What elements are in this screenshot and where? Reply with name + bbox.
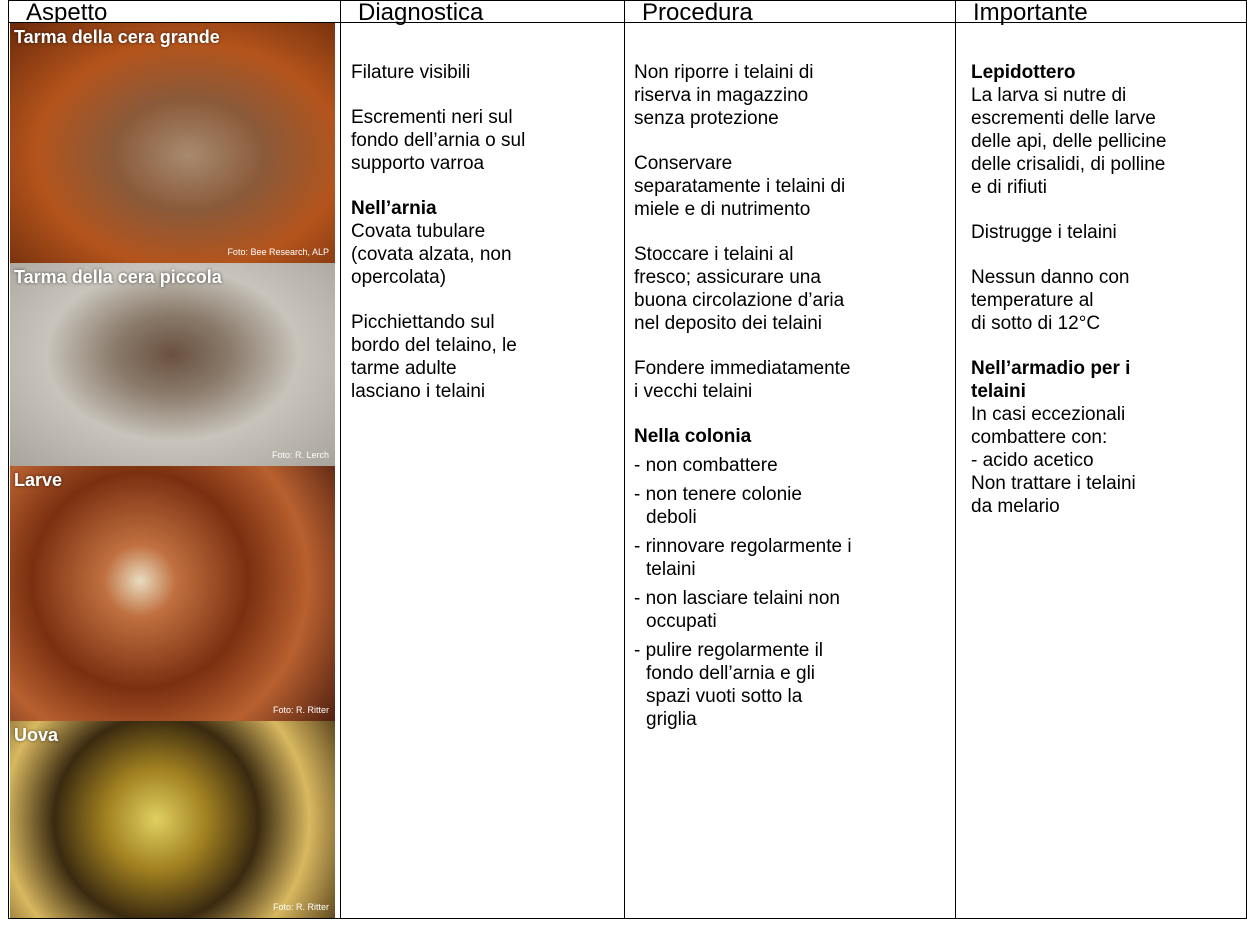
text-line: supporto varroa — [351, 153, 485, 174]
text-line: buona circolazione d’aria — [634, 290, 845, 311]
text-line: - non lasciare telaini non — [634, 588, 840, 609]
photo-caption: Tarma della cera piccola — [14, 267, 222, 287]
paragraph: Filature visibili — [351, 61, 621, 84]
text-line: di sotto di 12°C — [971, 313, 1101, 334]
header-cell: Aspetto — [26, 0, 108, 26]
paragraph: Nell’arnia Covata tubulare (covata alzata,… — [351, 197, 621, 289]
text-line: temperature al — [971, 290, 1094, 311]
border — [8, 918, 1247, 919]
text-line: bordo del telaino, le — [351, 335, 517, 356]
text-line: senza protezione — [634, 108, 779, 129]
text-line: griglia — [646, 709, 697, 730]
text-line: - rinnovare regolarmente i — [634, 536, 852, 557]
paragraph: Conservare separatamente i telaini di miel… — [634, 152, 952, 221]
text-line: fondo dell’arnia o sul — [351, 130, 526, 151]
text-line: - pulire regolarmente il — [634, 640, 824, 661]
text-line: Covata tubulare — [351, 221, 486, 242]
text-line: Stoccare i telaini al — [634, 244, 794, 265]
text-line: fresco; assicurare una — [634, 267, 821, 288]
text-line: - non combattere — [634, 455, 778, 476]
list-item: - non combattere — [634, 454, 952, 477]
paragraph: Picchiettando sul bordo del telaino, le ta… — [351, 311, 621, 403]
text-line: - acido acetico — [971, 450, 1094, 471]
text-line: Non riporre i telaini di — [634, 62, 814, 83]
text-line: Distrugge i telaini — [971, 222, 1117, 243]
text-line: Picchiettando sul — [351, 312, 495, 333]
border — [955, 0, 956, 919]
text-line: lasciano i telaini — [351, 381, 486, 402]
photo: Larve Foto: R. Ritter — [10, 466, 335, 721]
text-line: (covata alzata, non — [351, 244, 512, 265]
column: Non riporre i telaini di riserva in magaz… — [634, 61, 952, 753]
text-line: e di rifiuti — [971, 177, 1048, 198]
photo-caption: Larve — [14, 470, 63, 490]
list-item: - non lasciare telaini non occupati — [634, 587, 952, 633]
photo-credit: Foto: R. Lerch — [271, 450, 329, 460]
photo-credit: Foto: R. Ritter — [272, 902, 329, 912]
text-line: Escrementi neri sul — [351, 107, 513, 128]
bold-line: Lepidottero — [971, 62, 1076, 83]
bold-line: Nell’arnia — [351, 198, 437, 219]
border — [340, 0, 341, 919]
list-item: - pulire regolarmente il fondo dell’arnia… — [634, 639, 952, 731]
photo-credit: Foto: Bee Research, ALP — [227, 247, 329, 257]
text-line: - non tenere colonie — [634, 484, 802, 505]
text-line: riserva in magazzino — [634, 85, 809, 106]
header-cell: Diagnostica — [358, 0, 484, 26]
column: Lepidottero La larva si nutre di escrement… — [971, 61, 1246, 540]
photo-credit: Foto: R. Ritter — [272, 705, 329, 715]
text-line: separatamente i telaini di — [634, 176, 846, 197]
text-line: spazi vuoti sotto la — [646, 686, 803, 707]
paragraph: Escrementi neri sul fondo dell’arnia o su… — [351, 106, 621, 175]
text-line: delle crisalidi, di polline — [971, 154, 1166, 175]
column: Filature visibili Escrementi neri sul fond… — [351, 61, 621, 425]
text-line: Filature visibili — [351, 62, 471, 83]
text-line: miele e di nutrimento — [634, 199, 811, 220]
text-line: occupati — [646, 611, 717, 632]
text-line: combattere con: — [971, 427, 1108, 448]
paragraph: Fondere immediatamente i vecchi telaini — [634, 357, 952, 403]
border — [8, 0, 1247, 1]
paragraph: Non riporre i telaini di riserva in magaz… — [634, 61, 952, 130]
paragraph: Nell’armadio per i telaini In casi eccezio… — [971, 357, 1246, 518]
bold-line: Nell’armadio per i — [971, 358, 1131, 379]
text-line: Fondere immediatamente — [634, 358, 851, 379]
photo: Tarma della cera piccola Foto: R. Lerch — [10, 263, 335, 466]
paragraph: Nessun danno con temperature al di sotto d… — [971, 266, 1246, 335]
text-line: deboli — [646, 507, 697, 528]
photo-caption: Tarma della cera grande — [14, 27, 220, 47]
text-line: In casi eccezionali — [971, 404, 1126, 425]
photo-caption: Uova — [14, 725, 59, 745]
text-line: delle api, delle pellicine — [971, 131, 1167, 152]
photo: Tarma della cera grande Foto: Bee Resear… — [10, 23, 335, 263]
photo: Uova Foto: R. Ritter — [10, 721, 335, 918]
text-line: Non trattare i telaini — [971, 473, 1136, 494]
list-item: - non tenere colonie deboli — [634, 483, 952, 529]
bold-line: telaini — [971, 381, 1026, 402]
text-line: opercolata) — [351, 267, 447, 288]
list-item: - rinnovare regolarmente i telaini — [634, 535, 952, 581]
border — [624, 0, 625, 919]
paragraph: Lepidottero La larva si nutre di escrement… — [971, 61, 1246, 199]
text-line: tarme adulte — [351, 358, 457, 379]
text-line: Conservare — [634, 153, 733, 174]
text-line: i vecchi telaini — [634, 381, 753, 402]
header-cell: Importante — [973, 0, 1088, 26]
text-line: da melario — [971, 496, 1060, 517]
border — [8, 22, 1247, 23]
paragraph: Nella colonia - non combattere - non tener… — [634, 425, 952, 731]
border — [8, 0, 9, 919]
text-line: escrementi delle larve — [971, 108, 1156, 129]
text-line: nel deposito dei telaini — [634, 313, 823, 334]
paragraph: Stoccare i telaini al fresco; assicurare … — [634, 243, 952, 335]
text-line: telaini — [646, 559, 696, 580]
header-cell: Procedura — [642, 0, 753, 26]
text-line: fondo dell’arnia e gli — [646, 663, 816, 684]
text-line: La larva si nutre di — [971, 85, 1127, 106]
paragraph: Distrugge i telaini — [971, 221, 1246, 244]
bold-line: Nella colonia — [634, 426, 752, 447]
text-line: Nessun danno con — [971, 267, 1130, 288]
